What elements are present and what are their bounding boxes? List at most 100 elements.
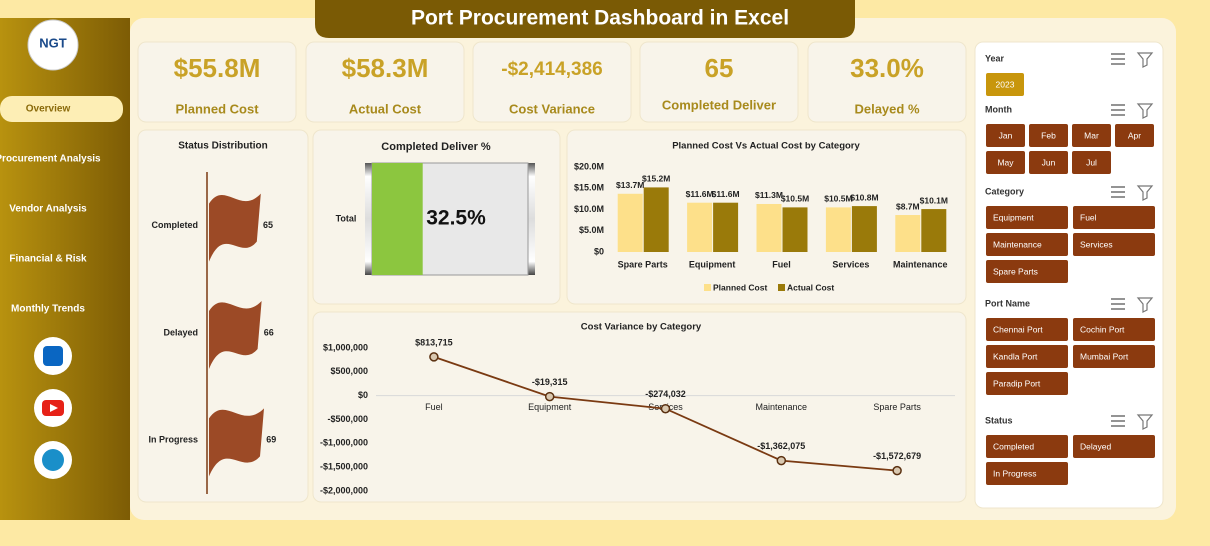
kpi-card [472, 41, 632, 123]
bar [687, 202, 713, 252]
flag [209, 193, 261, 262]
gauge-value: 32.5% [426, 207, 486, 230]
multiselect-icon[interactable] [1111, 104, 1125, 116]
point [429, 352, 439, 362]
slicer-button[interactable] [986, 206, 1068, 229]
slicer-button[interactable] [1073, 206, 1155, 229]
slicer-item: Jul [1086, 157, 1097, 167]
slicer-button[interactable] [1073, 435, 1155, 458]
slicer-button[interactable] [1072, 124, 1111, 147]
kpi-value: 65 [705, 53, 734, 83]
category-label: Delayed [163, 327, 198, 337]
multiselect-icon[interactable] [1111, 298, 1125, 310]
x-tick-label: Equipment [689, 259, 736, 269]
slicer-item: Delayed [1080, 441, 1111, 451]
kpi-value: $58.3M [342, 53, 429, 83]
data-label: $10.5M [781, 194, 809, 204]
y-tick-label: $15.0M [574, 183, 604, 193]
slicer-button[interactable] [986, 151, 1025, 174]
data-label: -$274,032 [645, 389, 686, 399]
chart-title: Planned Cost Vs Actual Cost by Category [672, 141, 860, 152]
nav-item: Financial & Risk [9, 254, 87, 265]
bar [851, 206, 877, 252]
slicer-button[interactable] [1029, 124, 1068, 147]
x-tick-label: Maintenance [756, 402, 808, 412]
slicer-button[interactable] [1073, 318, 1155, 341]
value-label: 69 [266, 435, 276, 445]
nav-item: Monthly Trends [11, 304, 85, 315]
nav-item: Vendor Analysis [9, 204, 87, 215]
slicer-button[interactable] [1073, 345, 1155, 368]
kpi-card [639, 41, 799, 123]
slicer-button[interactable] [986, 462, 1068, 485]
slicer-button[interactable] [986, 73, 1024, 96]
slicer-button[interactable] [1029, 151, 1068, 174]
clear-filter-icon[interactable] [1136, 52, 1154, 68]
kpi-label: Cost Variance [509, 101, 595, 116]
slicer-title: Status [985, 415, 1013, 425]
slicer-title: Port Name [985, 298, 1030, 308]
data-label: $10.8M [850, 192, 878, 202]
value-label: 66 [264, 327, 274, 337]
kpi-card [305, 41, 465, 123]
panel [312, 311, 967, 503]
slicer-button[interactable] [1115, 124, 1154, 147]
data-label: $813,715 [415, 337, 453, 347]
multiselect-icon[interactable] [1111, 415, 1125, 427]
slicer-button[interactable] [986, 435, 1068, 458]
slicer-title: Category [985, 186, 1024, 196]
y-tick-label: -$500,000 [327, 414, 368, 424]
slicer-item: Mar [1084, 130, 1099, 140]
slicer-button[interactable] [1072, 151, 1111, 174]
y-tick-label: $20.0M [574, 161, 604, 171]
bar [713, 202, 739, 252]
slicer-item: Mumbai Port [1080, 351, 1129, 361]
slicer-item: Kandla Port [993, 351, 1038, 361]
title-banner [315, 0, 855, 38]
slicer-button[interactable] [986, 124, 1025, 147]
kpi-label: Completed Deliver [662, 97, 776, 112]
slicer-item: Fuel [1080, 212, 1097, 222]
value-label: 65 [263, 220, 273, 230]
kpi-value: $55.8M [174, 53, 261, 83]
category-label: Total [336, 213, 357, 223]
slicer-button[interactable] [986, 372, 1068, 395]
x-tick-label: Fuel [772, 259, 791, 269]
globe-glyph [42, 449, 64, 471]
bar [756, 203, 782, 252]
nav-item: Overview [26, 104, 71, 115]
multiselect-icon[interactable] [1111, 53, 1125, 65]
slicer-button[interactable] [986, 233, 1068, 256]
y-tick-label: $5.0M [579, 225, 604, 235]
multiselect-icon[interactable] [1111, 186, 1125, 198]
slicer-item: 2023 [996, 79, 1015, 89]
slicer-button[interactable] [1073, 233, 1155, 256]
chart-title: Completed Deliver % [381, 141, 491, 153]
clear-filter-icon[interactable] [1136, 185, 1154, 201]
bar [782, 207, 808, 252]
y-tick-label: -$1,000,000 [320, 438, 368, 448]
category-label: In Progress [148, 435, 198, 445]
slicer-item: Completed [993, 441, 1034, 451]
bar [825, 207, 851, 252]
logo [27, 19, 79, 71]
slicer-button[interactable] [986, 260, 1068, 283]
bar [895, 215, 921, 252]
slicer-title: Month [985, 104, 1012, 114]
y-tick-label: $0 [594, 246, 604, 256]
kpi-value: -$2,414,386 [501, 59, 602, 80]
clear-filter-icon[interactable] [1136, 103, 1154, 119]
slicer-button[interactable] [986, 345, 1068, 368]
slicer-item: Jan [999, 130, 1013, 140]
clear-filter-icon[interactable] [1136, 414, 1154, 430]
bar [617, 193, 643, 252]
clear-filter-icon[interactable] [1136, 297, 1154, 313]
x-tick-label: Spare Parts [873, 402, 921, 412]
bar [921, 209, 947, 252]
slicer-button[interactable] [986, 318, 1068, 341]
nav-active[interactable] [0, 96, 123, 122]
chart-title: Cost Variance by Category [581, 322, 702, 333]
legend-swatch [704, 284, 711, 291]
x-tick-label: Equipment [528, 402, 572, 412]
y-tick-label: $500,000 [330, 366, 368, 376]
